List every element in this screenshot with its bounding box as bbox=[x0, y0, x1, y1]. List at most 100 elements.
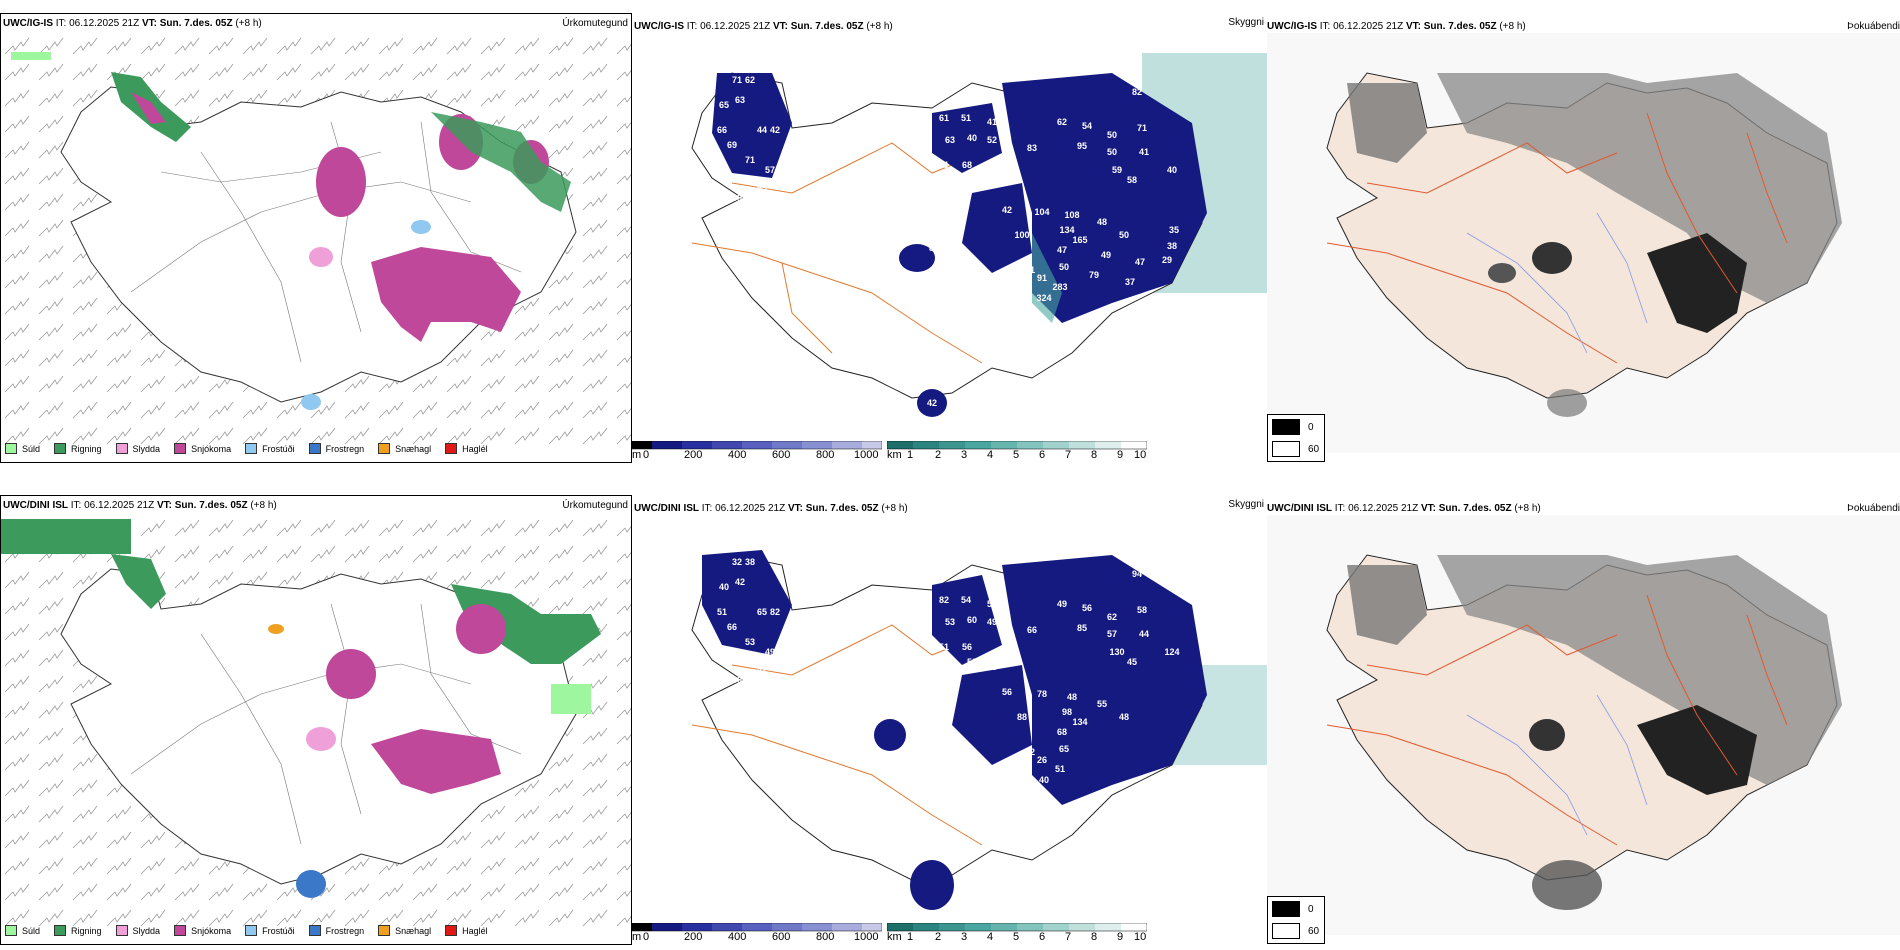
tick-label: 5 bbox=[1013, 449, 1020, 461]
cloud-base-value: 68 bbox=[1057, 727, 1067, 737]
cloud-base-value: 44 bbox=[757, 125, 767, 135]
cloud-base-value: 42 bbox=[927, 398, 937, 408]
cloud-base-value: 27 bbox=[929, 725, 939, 735]
cloud-base-value: 65 bbox=[719, 100, 729, 110]
cloud-base-value: 82 bbox=[770, 607, 780, 617]
cloud-base-value: 50 bbox=[1107, 130, 1117, 140]
cloud-base-value: 82 bbox=[1132, 87, 1142, 97]
cloud-base-value: 63 bbox=[735, 95, 745, 105]
cloud-base-value: 124 bbox=[1164, 647, 1179, 657]
tick-label: 1 bbox=[907, 931, 914, 943]
tick-label: 1 bbox=[907, 449, 914, 461]
cloud-base-value: 29 bbox=[1162, 255, 1172, 265]
vis-colorbar-ramp bbox=[886, 922, 1148, 932]
cloud-base-value: 62 bbox=[1107, 612, 1117, 622]
fog-panel-top: UWC/IG-IS IT: 06.12.2025 21Z VT: Sun. 7.… bbox=[1267, 13, 1900, 463]
cloud-base-value: 51 bbox=[1055, 764, 1065, 774]
fog-map bbox=[1267, 515, 1900, 935]
fog-map bbox=[1267, 33, 1900, 453]
legend-item: Snjókoma bbox=[174, 925, 231, 936]
cloud-base-value: 58 bbox=[1137, 605, 1147, 615]
cloud-base-value: 42 bbox=[757, 665, 767, 675]
cloud-base-value: 52 bbox=[987, 135, 997, 145]
fog-swatch bbox=[1272, 441, 1300, 457]
cloud-base-value: 51 bbox=[961, 113, 971, 123]
cloud-base-value: 130 bbox=[1109, 647, 1124, 657]
cloud-base-value: 57 bbox=[1107, 629, 1117, 639]
cloud-base-value: 82 bbox=[939, 595, 949, 605]
cloud-base-value: 40 bbox=[1039, 775, 1049, 785]
cloud-base-value: 47 bbox=[1057, 245, 1067, 255]
cloud-base-value: 41 bbox=[967, 175, 977, 185]
cloud-base-value: 58 bbox=[987, 599, 997, 609]
cloud-base-value: 40 bbox=[1167, 165, 1177, 175]
cloud-base-value: 49 bbox=[1057, 599, 1067, 609]
cloud-base-value: 66 bbox=[727, 622, 737, 632]
cloud-base-value: 165 bbox=[1072, 235, 1087, 245]
cloud-base-value: 32 bbox=[732, 557, 742, 567]
tick-label: 6 bbox=[1039, 931, 1046, 943]
panel-header: UWC/IG-IS IT: 06.12.2025 21Z VT: Sun. 7.… bbox=[634, 21, 893, 32]
legend-item: Snæhagl bbox=[378, 925, 431, 936]
cloud-panel-top: UWC/IG-IS IT: 06.12.2025 21Z VT: Sun. 7.… bbox=[632, 13, 1267, 463]
cloud-base-value: 24 bbox=[1059, 337, 1069, 347]
cloud-base-value: 79 bbox=[1089, 270, 1099, 280]
tick-label: 6 bbox=[1039, 449, 1046, 461]
cloud-base-value: 283 bbox=[1052, 282, 1067, 292]
cloud-base-value: 65 bbox=[1059, 744, 1069, 754]
precip-map bbox=[1, 514, 631, 934]
cloud-base-value: 42 bbox=[770, 125, 780, 135]
cloud-colorbar-ramp bbox=[632, 922, 883, 932]
cloud-base-value: 56 bbox=[1082, 603, 1092, 613]
cloud-base-value: 37 bbox=[1125, 277, 1135, 287]
tick-label: 10 bbox=[1134, 449, 1147, 461]
panel-title: Skyggni bbox=[1228, 17, 1264, 28]
legend-item: Slydda bbox=[115, 925, 160, 936]
precip-legend: Súld Rigning Slydda Snjókoma Frostúði Fr… bbox=[5, 443, 502, 454]
cloud-base-value: 49 bbox=[987, 617, 997, 627]
panel-title: Skyggni bbox=[1228, 499, 1264, 510]
cloud-colorbar: m 0 200 400 600 800 1000 bbox=[632, 920, 883, 944]
cloud-base-value: 59 bbox=[1112, 165, 1122, 175]
cloud-base-value: 48 bbox=[1067, 692, 1077, 702]
fog-legend-top: 0 60 bbox=[1267, 414, 1325, 462]
cloud-base-value: 62 bbox=[1057, 117, 1067, 127]
cloud-base-value: 83 bbox=[1027, 143, 1037, 153]
cloud-base-value: 58 bbox=[1127, 175, 1137, 185]
cloud-base-value: 63 bbox=[945, 135, 955, 145]
tick-label: 9 bbox=[1117, 449, 1124, 461]
panel-title: Úrkomutegund bbox=[562, 18, 628, 29]
panel-title: Úrkomutegund bbox=[562, 500, 628, 511]
cloud-base-value: 94 bbox=[1132, 569, 1142, 579]
fog-legend-row: 60 bbox=[1272, 441, 1319, 457]
fog-swatch bbox=[1272, 923, 1300, 939]
tick-label: 5 bbox=[1013, 931, 1020, 943]
cloud-base-value: 55 bbox=[945, 258, 955, 268]
cloud-base-value: 26 bbox=[1037, 755, 1047, 765]
tick-label: 8 bbox=[1091, 931, 1098, 943]
tick-label: 400 bbox=[728, 449, 747, 461]
tick-label: 2 bbox=[935, 931, 942, 943]
cloud-base-value: 53 bbox=[745, 637, 755, 647]
cloud-base-value: 71 bbox=[732, 75, 742, 85]
cloud-base-value: 50 bbox=[1059, 262, 1069, 272]
fog-legend-row: 0 bbox=[1272, 419, 1314, 435]
panel-header: UWC/IG-IS IT: 06.12.2025 21Z VT: Sun. 7.… bbox=[1267, 21, 1526, 32]
cloud-base-value: 54 bbox=[961, 595, 971, 605]
cloud-base-value: 48 bbox=[1097, 217, 1107, 227]
legend-item: Frostúði bbox=[245, 925, 295, 936]
cloud-base-value: 44 bbox=[1139, 629, 1149, 639]
cloud-base-value: 51 bbox=[939, 642, 949, 652]
cloud-base-value: 68 bbox=[962, 160, 972, 170]
precip-legend: Súld Rigning Slydda Snjókoma Frostúði Fr… bbox=[5, 925, 502, 936]
precip-map bbox=[1, 32, 631, 452]
vis-colorbar: km 1 2 3 4 5 6 7 8 9 10 bbox=[886, 920, 1148, 944]
cloud-base-value: 43 bbox=[945, 740, 955, 750]
cloud-base-value: 66 bbox=[1027, 625, 1037, 635]
cloud-base-value: 50 bbox=[1107, 147, 1117, 157]
fog-panel-bottom: UWC/DINI ISL IT: 06.12.2025 21Z VT: Sun.… bbox=[1267, 495, 1900, 945]
tick-label: 4 bbox=[987, 931, 994, 943]
cloud-colorbar-ramp bbox=[632, 440, 883, 450]
cloud-base-value: 100 bbox=[1014, 230, 1029, 240]
panel-header: UWC/DINI ISL IT: 06.12.2025 21Z VT: Sun.… bbox=[634, 503, 908, 514]
